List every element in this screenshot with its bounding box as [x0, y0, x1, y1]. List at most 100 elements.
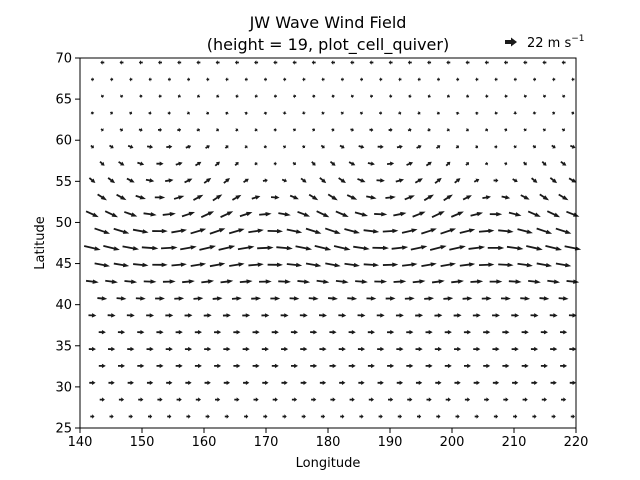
wind-arrow — [354, 211, 369, 217]
wind-arrow — [340, 111, 344, 115]
wind-arrow — [378, 414, 383, 419]
wind-arrow — [165, 346, 173, 352]
wind-arrow — [129, 111, 133, 115]
wind-arrow — [109, 111, 114, 115]
wind-arrow — [167, 110, 171, 116]
wind-arrow — [561, 60, 566, 65]
wind-arrow — [484, 127, 489, 132]
wind-arrow — [104, 210, 119, 218]
wind-arrow — [196, 127, 200, 132]
wind-arrow — [571, 77, 575, 82]
wind-arrow — [201, 279, 215, 284]
wind-arrow — [393, 211, 407, 217]
wind-arrow — [569, 380, 577, 385]
wind-arrow — [568, 313, 577, 318]
wind-arrow — [297, 279, 311, 284]
wind-arrow — [429, 245, 447, 251]
wind-arrow — [455, 145, 459, 149]
wind-arrow — [316, 210, 330, 218]
wind-arrow — [152, 228, 168, 234]
wind-arrow — [181, 211, 196, 218]
wind-arrow — [200, 211, 215, 218]
wind-arrow — [377, 144, 384, 149]
wind-arrow — [327, 193, 338, 201]
wind-arrow — [293, 94, 297, 99]
wind-arrow — [137, 329, 145, 335]
wind-arrow — [193, 296, 204, 301]
wind-arrow — [502, 363, 510, 369]
wind-arrow — [366, 195, 377, 200]
wind-arrow — [401, 228, 418, 234]
wind-arrow — [415, 313, 424, 318]
wind-arrow — [372, 245, 389, 251]
wind-arrow — [176, 397, 182, 402]
wind-arrow — [234, 60, 239, 65]
wind-arrow — [513, 414, 518, 419]
wind-arrow — [180, 245, 197, 251]
wind-arrow — [541, 161, 547, 166]
wind-arrow — [292, 161, 296, 166]
wind-arrow — [566, 210, 580, 217]
wind-arrow — [329, 160, 336, 166]
wind-arrow — [301, 414, 306, 419]
wind-arrow — [462, 195, 472, 201]
wind-arrow — [475, 77, 479, 82]
wind-arrow — [278, 212, 291, 217]
wind-arrow — [145, 178, 155, 183]
wind-arrow — [483, 330, 491, 335]
wind-arrow — [484, 161, 489, 166]
wind-arrow — [492, 380, 500, 385]
wind-arrow — [494, 144, 498, 149]
x-tick-label: 160 — [192, 435, 217, 450]
wind-arrow — [254, 128, 258, 132]
wind-arrow — [493, 178, 499, 183]
wind-arrow — [143, 212, 157, 217]
wind-arrow — [416, 144, 422, 149]
wind-arrow — [175, 330, 183, 335]
wind-arrow — [465, 128, 469, 132]
wind-arrow — [560, 363, 568, 369]
wind-arrow — [146, 346, 154, 352]
wind-arrow — [504, 93, 508, 99]
wind-arrow — [235, 128, 239, 132]
wind-arrow — [367, 363, 375, 369]
wind-arrow — [320, 414, 326, 419]
wind-arrow — [321, 111, 325, 115]
y-tick-label: 55 — [55, 175, 72, 190]
wind-arrow — [263, 144, 267, 149]
wind-arrow — [443, 296, 454, 301]
wind-arrow — [470, 211, 484, 217]
wind-arrow — [561, 127, 566, 132]
wind-arrow — [242, 346, 250, 352]
wind-arrow — [94, 227, 111, 234]
x-tick-label: 170 — [254, 435, 279, 450]
wind-arrow — [177, 60, 182, 65]
wind-arrow — [244, 145, 248, 149]
wind-arrow — [551, 144, 556, 149]
chart-subtitle: (height = 19, plot_cell_quiver) — [207, 35, 449, 55]
wind-arrow — [135, 296, 146, 301]
wind-arrow — [223, 177, 230, 184]
wind-arrow — [162, 279, 176, 284]
wind-arrow — [292, 60, 297, 65]
wind-arrow — [222, 313, 231, 318]
wind-arrow — [550, 380, 557, 385]
wind-arrow — [498, 229, 514, 234]
wind-arrow — [533, 77, 537, 82]
wind-arrow — [456, 77, 460, 82]
wind-arrow — [225, 77, 229, 82]
wind-arrow — [406, 363, 414, 369]
wind-arrow — [408, 94, 412, 99]
wind-arrow — [186, 111, 190, 116]
wind-arrow — [377, 380, 384, 385]
wind-arrow — [451, 279, 464, 284]
wind-arrow — [532, 414, 537, 419]
wind-arrow — [539, 193, 550, 201]
wind-arrow — [117, 329, 126, 335]
wind-arrow — [205, 414, 210, 419]
wind-arrow — [190, 228, 207, 235]
wind-arrow — [500, 296, 511, 301]
wind-arrow — [90, 414, 95, 419]
wind-arrow — [547, 279, 561, 284]
wind-arrow — [357, 178, 366, 183]
